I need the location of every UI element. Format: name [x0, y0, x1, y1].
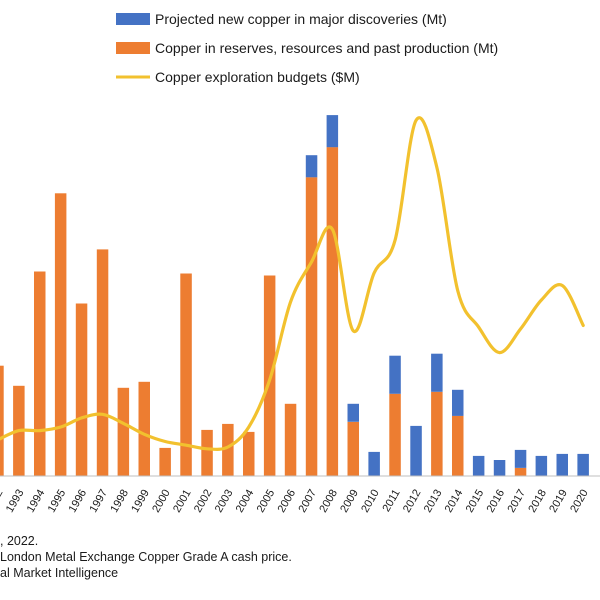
x-tick-label-2000: 2000 — [150, 488, 173, 515]
x-tick-label-2002: 2002 — [192, 488, 215, 515]
x-tick-labels: 9219931994199519961997199819992000200120… — [0, 487, 591, 514]
x-tick-label-2008: 2008 — [317, 488, 340, 515]
x-tick-label-2007: 2007 — [296, 488, 319, 515]
bar-reserves-1994 — [34, 271, 46, 476]
bar-reserves-2011 — [389, 393, 401, 476]
x-tick-label-2004: 2004 — [234, 488, 257, 515]
bar-reserves-2009 — [347, 421, 359, 476]
bar-discoveries-2019 — [556, 453, 568, 476]
bar-reserves-2008 — [326, 147, 339, 476]
bar-discoveries-2016 — [493, 460, 506, 476]
bar-discoveries-2014 — [452, 389, 464, 416]
bar-discoveries-2018 — [535, 455, 548, 476]
legend: Projected new copper in major discoverie… — [116, 11, 498, 85]
bar-reserves-2002 — [201, 429, 213, 476]
x-tick-label-2017: 2017 — [505, 488, 528, 515]
bar-reserves-1999 — [138, 381, 150, 476]
x-tick-label-2006: 2006 — [276, 488, 299, 515]
x-tick-label-2010: 2010 — [359, 488, 382, 515]
bar-reserves-1992 — [0, 365, 4, 476]
bar-reserves-2003 — [222, 423, 234, 476]
copper-chart: Projected new copper in major discoverie… — [0, 11, 600, 515]
x-tick-label-1996: 1996 — [67, 488, 90, 515]
x-tick-label-1992: 92 — [0, 488, 6, 505]
bar-reserves-1996 — [75, 303, 88, 476]
x-tick-label-1999: 1999 — [129, 488, 152, 515]
bar-reserves-1995 — [54, 193, 67, 477]
x-tick-label-2005: 2005 — [255, 488, 278, 515]
x-tick-label-1993: 1993 — [4, 488, 27, 515]
x-tick-label-2012: 2012 — [401, 488, 424, 515]
x-tick-label-2016: 2016 — [485, 487, 508, 514]
footnote-line-1: , 2022. — [0, 534, 39, 548]
bar-reserves-2001 — [180, 273, 192, 476]
x-tick-label-2009: 2009 — [338, 488, 361, 515]
x-tick-label-2019: 2019 — [547, 488, 570, 515]
legend-label-yellow: Copper exploration budgets ($M) — [155, 69, 360, 85]
bar-reserves-2000 — [159, 447, 171, 476]
x-tick-label-1997: 1997 — [87, 488, 110, 515]
bar-reserves-2014 — [452, 415, 464, 476]
bar-reserves-2006 — [284, 403, 297, 476]
bar-discoveries-2010 — [368, 451, 380, 476]
bar-discoveries-2008 — [326, 115, 339, 148]
bar-discoveries-2013 — [431, 353, 443, 392]
x-tick-label-2015: 2015 — [464, 488, 487, 515]
bar-reserves-2017 — [514, 468, 527, 476]
bar-discoveries-2015 — [472, 455, 485, 476]
x-tick-label-1995: 1995 — [46, 488, 69, 515]
bar-reserves-2007 — [305, 177, 318, 476]
footnotes: , 2022. London Metal Exchange Copper Gra… — [0, 533, 292, 581]
bar-reserves-1998 — [117, 387, 130, 476]
bar-discoveries-2020 — [577, 453, 589, 476]
footnote-line-3: al Market Intelligence — [0, 566, 119, 580]
footnote-line-2: London Metal Exchange Copper Grade A cas… — [0, 550, 292, 564]
x-tick-label-1994: 1994 — [25, 488, 48, 515]
bar-discoveries-2009 — [347, 403, 359, 422]
bar-discoveries-2017 — [514, 449, 527, 468]
legend-swatch-blue — [116, 13, 150, 25]
x-tick-label-2014: 2014 — [443, 488, 466, 515]
legend-label-orange: Copper in reserves, resources and past p… — [155, 40, 498, 56]
x-tick-label-1998: 1998 — [108, 488, 131, 515]
bar-discoveries-2012 — [410, 425, 422, 476]
bar-reserves-1997 — [96, 249, 109, 476]
x-tick-label-2011: 2011 — [380, 488, 402, 514]
bar-discoveries-2011 — [389, 355, 401, 394]
x-tick-label-2003: 2003 — [213, 488, 236, 515]
exploration-budget-line — [0, 116, 585, 451]
legend-swatch-orange — [116, 42, 150, 54]
bar-reserves-2004 — [243, 431, 255, 476]
legend-label-blue: Projected new copper in major discoverie… — [155, 11, 447, 27]
bar-discoveries-2007 — [305, 155, 318, 178]
bar-reserves-2013 — [431, 391, 443, 476]
x-tick-label-2018: 2018 — [526, 488, 549, 515]
x-tick-label-2013: 2013 — [422, 488, 445, 515]
x-tick-label-2001: 2001 — [171, 488, 194, 515]
x-tick-label-2020: 2020 — [568, 488, 591, 515]
